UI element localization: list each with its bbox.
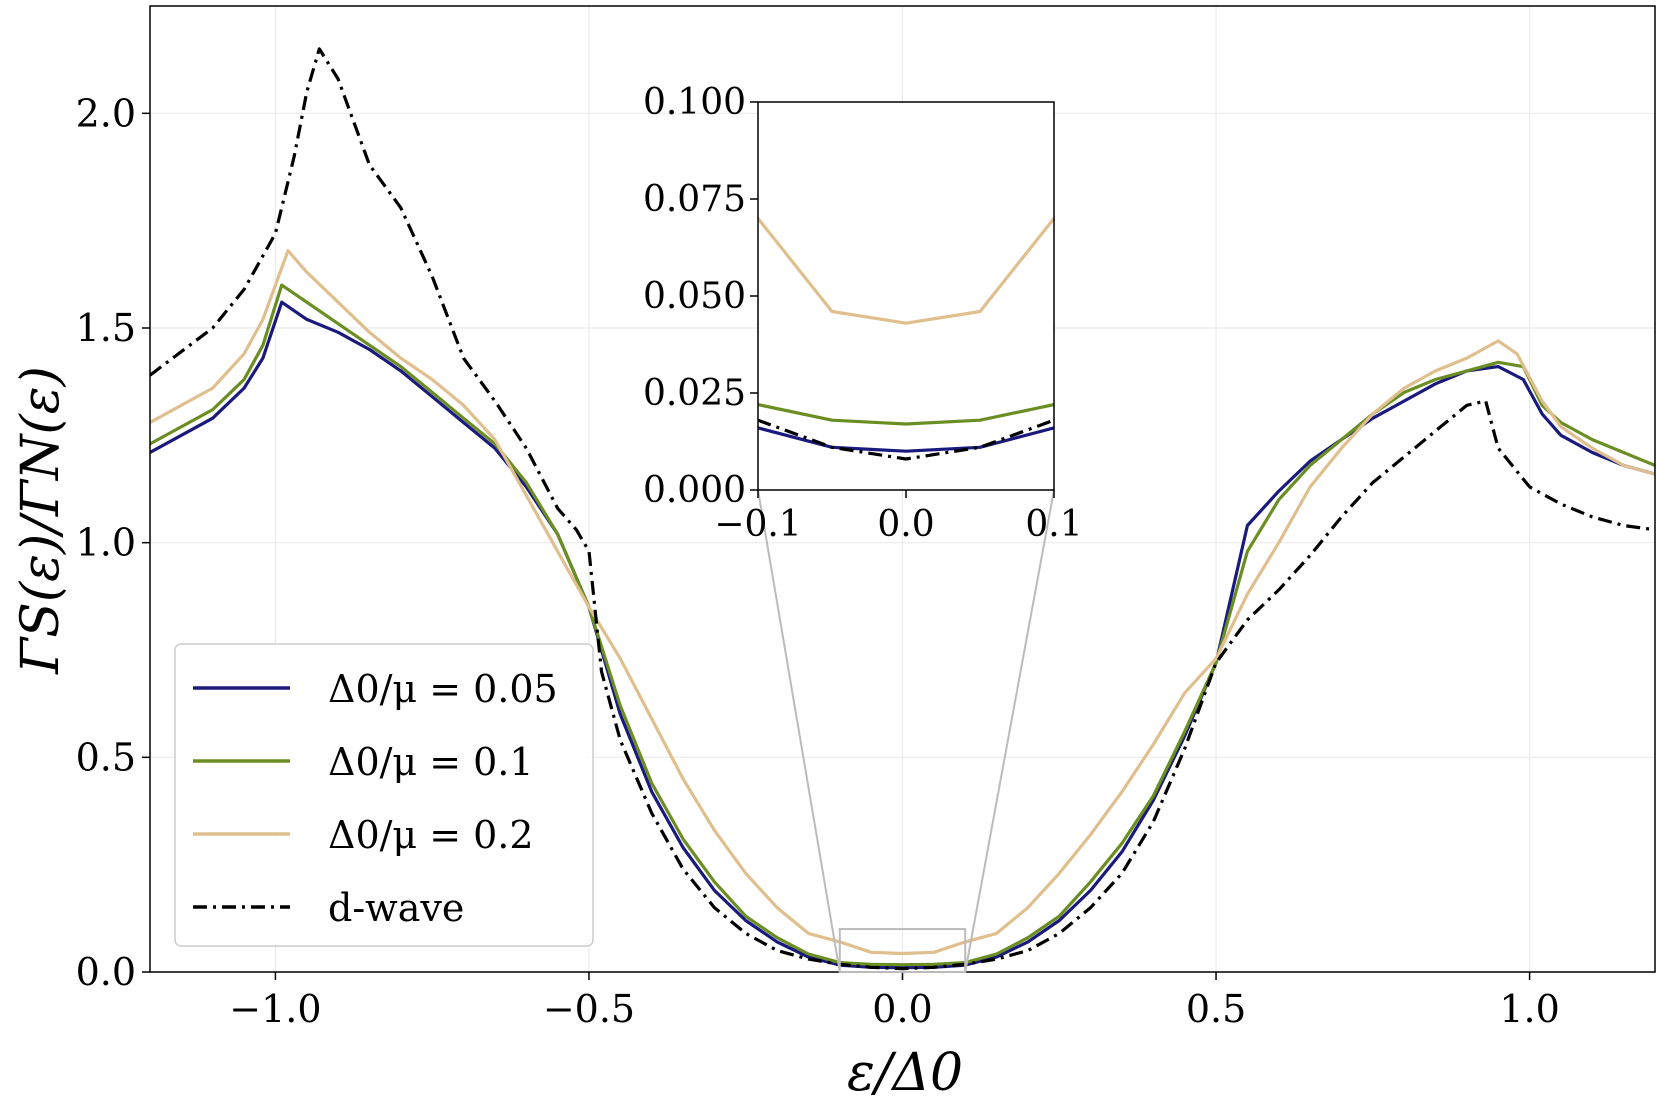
- inset-series: [758, 216, 1054, 461]
- x-tick-label: 0.5: [1186, 987, 1246, 1031]
- series-line-1: [150, 283, 1655, 967]
- inset-x-tick-label: 0.1: [1025, 504, 1082, 545]
- inset: −0.1 0.0 0.1 0.000 0.025 0.050 0.075 0.100: [643, 82, 1083, 545]
- legend-box: [174, 643, 594, 947]
- zoom-region-box: [838, 928, 967, 973]
- legend-label-0: Δ0/μ = 0.05: [328, 667, 558, 711]
- y-tick-label: 0.0: [76, 950, 136, 994]
- x-axis-label: ε/Δ0: [847, 1043, 963, 1103]
- inset-y-tick-label: 0.100: [643, 82, 746, 123]
- inset-series-line-0: [758, 425, 1054, 453]
- legend-label-3: d-wave: [328, 886, 464, 930]
- x-tick-label: 0.0: [872, 987, 932, 1031]
- legend-label-1: Δ0/μ = 0.1: [328, 740, 534, 784]
- inset-series-line-2: [758, 216, 1054, 325]
- legend-label-2: Δ0/μ = 0.2: [328, 813, 534, 857]
- y-tick-label: 0.5: [76, 735, 136, 779]
- inset-series-line-1: [758, 402, 1054, 426]
- legend: Δ0/μ = 0.05 Δ0/μ = 0.1 Δ0/μ = 0.2 d-wave: [174, 643, 594, 947]
- main-y-ticks: 0.0 0.5 1.0 1.5 2.0: [76, 91, 150, 994]
- inset-x-tick-label: 0.0: [877, 504, 934, 545]
- zoom-connector-left: [757, 489, 841, 973]
- inset-y-tick-label: 0.075: [643, 179, 746, 220]
- x-tick-label: 1.0: [1499, 987, 1559, 1031]
- inset-x-tick-label: −0.1: [714, 504, 801, 545]
- inset-series-line-3: [758, 418, 1054, 461]
- y-tick-label: 1.0: [76, 521, 136, 565]
- main-x-ticks: −1.0 −0.5 0.0 0.5 1.0: [229, 972, 1560, 1031]
- series-line-3: [150, 47, 1655, 971]
- x-tick-label: −1.0: [229, 987, 321, 1031]
- inset-x-ticks: −0.1 0.0 0.1: [714, 490, 1083, 545]
- zoom-connector-right: [964, 489, 1055, 973]
- y-tick-label: 1.5: [76, 306, 136, 350]
- inset-background: [758, 102, 1054, 490]
- y-axis-label: ΓS(ε)/ΓN(ε): [11, 366, 71, 675]
- inset-y-tick-label: 0.025: [643, 373, 746, 414]
- x-tick-label: −0.5: [543, 987, 635, 1031]
- zoom-indicator: [757, 489, 1055, 973]
- main-series: [150, 47, 1655, 971]
- series-line-0: [150, 300, 1655, 970]
- series-line-2: [150, 249, 1655, 956]
- inset-y-tick-label: 0.000: [643, 470, 746, 511]
- inset-y-tick-label: 0.050: [643, 276, 746, 317]
- y-tick-label: 2.0: [76, 91, 136, 135]
- inset-y-ticks: 0.000 0.025 0.050 0.075 0.100: [643, 82, 758, 511]
